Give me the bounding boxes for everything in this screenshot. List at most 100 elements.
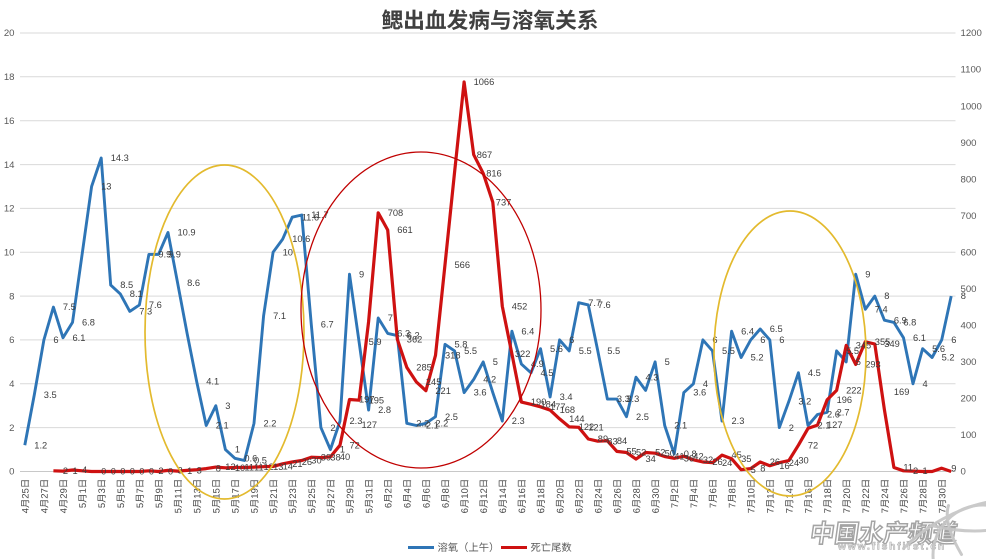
- svg-text:9.9: 9.9: [168, 250, 181, 260]
- svg-text:5.6: 5.6: [932, 344, 945, 354]
- svg-text:36: 36: [684, 453, 694, 463]
- svg-text:0: 0: [149, 467, 154, 477]
- svg-text:6.1: 6.1: [73, 333, 86, 343]
- svg-text:4.2: 4.2: [483, 375, 496, 385]
- svg-text:10: 10: [4, 247, 15, 258]
- svg-text:197: 197: [359, 395, 375, 405]
- svg-text:8: 8: [9, 291, 14, 302]
- svg-text:5.5: 5.5: [579, 346, 592, 356]
- svg-text:11.7: 11.7: [311, 210, 328, 220]
- svg-text:38: 38: [330, 453, 340, 463]
- svg-text:72: 72: [808, 440, 818, 450]
- svg-text:13: 13: [101, 182, 111, 192]
- svg-text:6.8: 6.8: [82, 318, 95, 328]
- svg-text:11: 11: [244, 463, 254, 473]
- svg-text:10.9: 10.9: [178, 228, 196, 238]
- svg-text:5.6: 5.6: [550, 344, 563, 354]
- svg-text:7.1: 7.1: [273, 311, 286, 321]
- svg-text:9: 9: [951, 463, 956, 473]
- svg-text:300: 300: [961, 357, 977, 368]
- svg-text:0: 0: [120, 467, 125, 477]
- svg-text:9: 9: [865, 269, 870, 279]
- svg-text:13: 13: [273, 462, 283, 472]
- svg-text:52: 52: [636, 448, 646, 458]
- svg-text:24: 24: [722, 458, 732, 468]
- svg-text:144: 144: [569, 414, 585, 424]
- svg-text:50: 50: [665, 448, 675, 458]
- svg-text:1066: 1066: [474, 77, 495, 87]
- svg-text:222: 222: [846, 386, 862, 396]
- svg-text:4.1: 4.1: [206, 377, 219, 387]
- svg-text:127: 127: [827, 420, 843, 430]
- svg-text:122: 122: [579, 422, 595, 432]
- svg-text:5: 5: [665, 357, 670, 367]
- svg-text:1: 1: [923, 466, 928, 476]
- svg-text:245: 245: [426, 377, 442, 387]
- svg-text:5: 5: [493, 357, 498, 367]
- svg-text:100: 100: [961, 430, 977, 441]
- svg-text:7.4: 7.4: [875, 304, 888, 314]
- svg-text:0: 0: [168, 467, 173, 477]
- svg-text:349: 349: [884, 339, 900, 349]
- svg-text:190: 190: [531, 397, 547, 407]
- svg-text:0: 0: [9, 467, 14, 478]
- svg-text:72: 72: [350, 440, 360, 450]
- svg-text:3.3: 3.3: [617, 394, 630, 404]
- svg-text:6.8: 6.8: [903, 318, 916, 328]
- svg-text:400: 400: [961, 321, 977, 332]
- svg-text:41: 41: [674, 452, 684, 462]
- svg-text:26: 26: [770, 457, 780, 467]
- svg-text:8: 8: [216, 464, 221, 474]
- svg-text:2: 2: [158, 466, 163, 476]
- svg-text:5: 5: [751, 465, 756, 475]
- svg-text:5.8: 5.8: [455, 339, 468, 349]
- svg-text:1.2: 1.2: [34, 440, 47, 450]
- svg-text:11.6: 11.6: [302, 212, 319, 222]
- svg-text:30: 30: [311, 456, 321, 466]
- svg-text:2: 2: [63, 466, 68, 476]
- svg-text:0: 0: [130, 467, 135, 477]
- svg-text:8.6: 8.6: [187, 278, 200, 288]
- svg-text:3.2: 3.2: [798, 396, 811, 406]
- svg-text:5.5: 5.5: [464, 346, 477, 356]
- svg-text:200: 200: [961, 394, 977, 405]
- svg-text:0: 0: [111, 467, 116, 477]
- svg-text:2.1: 2.1: [216, 421, 229, 431]
- svg-text:www.fishfirst.cn: www.fishfirst.cn: [837, 542, 946, 553]
- svg-text:5: 5: [856, 357, 861, 367]
- svg-text:169: 169: [894, 387, 910, 397]
- svg-text:7: 7: [388, 313, 393, 323]
- svg-text:5.9: 5.9: [369, 337, 382, 347]
- svg-text:1100: 1100: [961, 65, 982, 76]
- svg-text:20: 20: [4, 28, 15, 39]
- svg-text:11: 11: [254, 463, 264, 473]
- svg-text:4.9: 4.9: [531, 359, 544, 369]
- svg-text:89: 89: [598, 434, 608, 444]
- svg-text:8.5: 8.5: [120, 280, 133, 290]
- svg-text:6: 6: [760, 335, 765, 345]
- svg-text:661: 661: [397, 225, 413, 235]
- svg-text:6: 6: [951, 335, 956, 345]
- svg-text:7.7: 7.7: [588, 298, 601, 308]
- svg-text:127: 127: [362, 420, 378, 430]
- svg-text:708: 708: [388, 208, 404, 218]
- svg-text:83: 83: [607, 436, 617, 446]
- svg-text:500: 500: [961, 284, 977, 295]
- svg-text:3.6: 3.6: [693, 388, 706, 398]
- svg-text:1: 1: [235, 445, 240, 455]
- svg-text:2.5: 2.5: [445, 412, 458, 422]
- svg-text:18: 18: [4, 72, 15, 83]
- svg-text:10: 10: [283, 247, 293, 257]
- svg-text:285: 285: [416, 363, 432, 373]
- svg-text:4: 4: [703, 379, 708, 389]
- svg-text:1: 1: [340, 445, 345, 455]
- svg-text:1: 1: [73, 466, 78, 476]
- svg-text:1: 1: [187, 466, 192, 476]
- svg-text:293: 293: [865, 360, 881, 370]
- svg-text:6.4: 6.4: [741, 326, 754, 336]
- svg-text:0: 0: [101, 467, 106, 477]
- svg-text:6: 6: [9, 335, 14, 346]
- svg-text:4.5: 4.5: [808, 368, 821, 378]
- svg-text:16: 16: [4, 116, 15, 127]
- svg-text:4.3: 4.3: [646, 372, 659, 382]
